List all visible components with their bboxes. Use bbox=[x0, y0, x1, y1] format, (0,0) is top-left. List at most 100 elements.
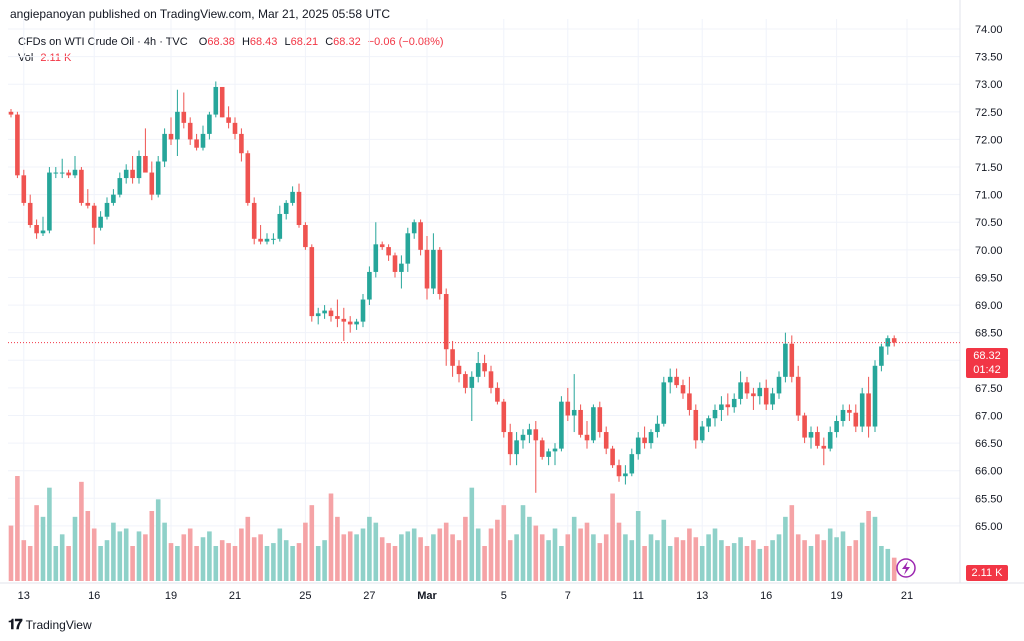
candle-body bbox=[258, 238, 263, 242]
price-tick-label: 74.00 bbox=[975, 24, 1003, 36]
time-tick-label: 11 bbox=[632, 590, 643, 602]
candle-body bbox=[770, 393, 775, 405]
candle-body bbox=[373, 244, 379, 272]
volume-bar bbox=[789, 505, 795, 581]
volume-bar bbox=[111, 522, 116, 581]
candle-body bbox=[450, 349, 455, 366]
candle-body bbox=[507, 432, 513, 455]
volume-bar bbox=[91, 528, 97, 581]
volume-bar bbox=[885, 548, 891, 581]
candle-body bbox=[271, 238, 276, 240]
volume-bar bbox=[757, 548, 763, 581]
symbol-name[interactable]: CFDs on WTI Crude Oil · 4h · TVC bbox=[18, 36, 188, 48]
volume-bar bbox=[360, 528, 366, 581]
candle-body bbox=[162, 133, 167, 162]
price-tick-label: 69.00 bbox=[975, 300, 1003, 312]
price-tick-label: 67.50 bbox=[975, 383, 1003, 395]
candle-body bbox=[34, 225, 39, 234]
volume-bar bbox=[642, 546, 647, 581]
volume-bar bbox=[463, 516, 468, 581]
volume-bar bbox=[693, 537, 699, 581]
volume-bar bbox=[328, 493, 334, 581]
candle-body bbox=[571, 409, 577, 416]
volume-bar bbox=[392, 546, 398, 581]
volume-bar bbox=[808, 546, 814, 581]
time-tick-label: 13 bbox=[696, 590, 708, 602]
candle-body bbox=[623, 473, 628, 477]
volume-bar bbox=[264, 546, 270, 581]
volume-bar bbox=[232, 546, 238, 581]
candle-body bbox=[475, 363, 481, 377]
candle-body bbox=[53, 172, 59, 174]
price-tick-label: 73.50 bbox=[975, 52, 1003, 64]
volume-bar bbox=[603, 534, 609, 581]
candle-body bbox=[175, 111, 180, 140]
candle-body bbox=[514, 440, 519, 455]
candle-body bbox=[488, 371, 494, 388]
candle-body bbox=[552, 448, 558, 452]
volume-bar bbox=[424, 546, 430, 581]
candle-body bbox=[309, 247, 315, 317]
candle-body bbox=[15, 114, 20, 176]
volume-bar bbox=[584, 522, 590, 581]
volume-bar bbox=[859, 522, 865, 581]
candle-body bbox=[431, 249, 436, 289]
volume-bar bbox=[840, 531, 846, 581]
volume-bar bbox=[763, 546, 769, 581]
high-label: H bbox=[241, 36, 250, 48]
volume-bar bbox=[367, 516, 372, 581]
candle-body bbox=[520, 434, 526, 441]
volume-bar bbox=[719, 540, 724, 581]
volume-bar bbox=[200, 537, 206, 581]
volume-bar bbox=[879, 546, 884, 581]
volume-bar bbox=[239, 528, 244, 581]
time-tick-label: 7 bbox=[565, 590, 571, 602]
candle-body bbox=[456, 365, 462, 375]
candle-body bbox=[546, 451, 551, 457]
candle-body bbox=[226, 117, 231, 123]
volume-bar bbox=[194, 546, 199, 581]
time-tick-label: 5 bbox=[501, 590, 507, 602]
candle-body bbox=[584, 434, 590, 441]
candle-body bbox=[482, 363, 487, 372]
candle-body bbox=[495, 387, 500, 402]
footer-brand[interactable]: 𝟏𝟕 TradingView bbox=[8, 616, 92, 633]
candle-body bbox=[322, 310, 327, 314]
volume-bar bbox=[136, 531, 142, 581]
candle-body bbox=[59, 172, 65, 174]
volume-bar bbox=[591, 534, 596, 581]
chart-grid bbox=[0, 0, 1024, 584]
volume-bar bbox=[59, 534, 65, 581]
candle-body bbox=[245, 153, 251, 203]
volume-bar bbox=[411, 528, 417, 581]
volume-bar bbox=[162, 522, 167, 581]
volume-bar bbox=[667, 546, 673, 581]
volume-value: 2.11 K bbox=[40, 52, 72, 64]
candle-body bbox=[591, 407, 596, 441]
volume-bar bbox=[181, 534, 187, 581]
time-tick-label: 25 bbox=[299, 590, 311, 602]
candle-body bbox=[501, 401, 507, 433]
volume-bar bbox=[776, 534, 782, 581]
volume-bar bbox=[699, 546, 705, 581]
price-tick-label: 66.50 bbox=[975, 438, 1003, 450]
volume-bar bbox=[891, 557, 897, 581]
candlesticks bbox=[8, 81, 897, 493]
candle-body bbox=[264, 238, 270, 242]
flash-icon[interactable] bbox=[896, 558, 916, 578]
volume-bar bbox=[866, 511, 871, 581]
volume-bar bbox=[130, 546, 135, 581]
volume-bar bbox=[578, 528, 583, 581]
candle-body bbox=[661, 382, 667, 424]
volume-bar bbox=[399, 534, 404, 581]
volume-bar bbox=[501, 505, 507, 581]
price-tick-label: 68.50 bbox=[975, 328, 1003, 340]
candle-body bbox=[392, 255, 398, 272]
volume-bar bbox=[853, 540, 859, 581]
last-price-tag: 68.32 01:42 bbox=[966, 348, 1008, 378]
volume-bar bbox=[187, 528, 193, 581]
candle-body bbox=[559, 401, 564, 449]
volume-bar bbox=[623, 534, 628, 581]
volume-bar bbox=[309, 505, 315, 581]
